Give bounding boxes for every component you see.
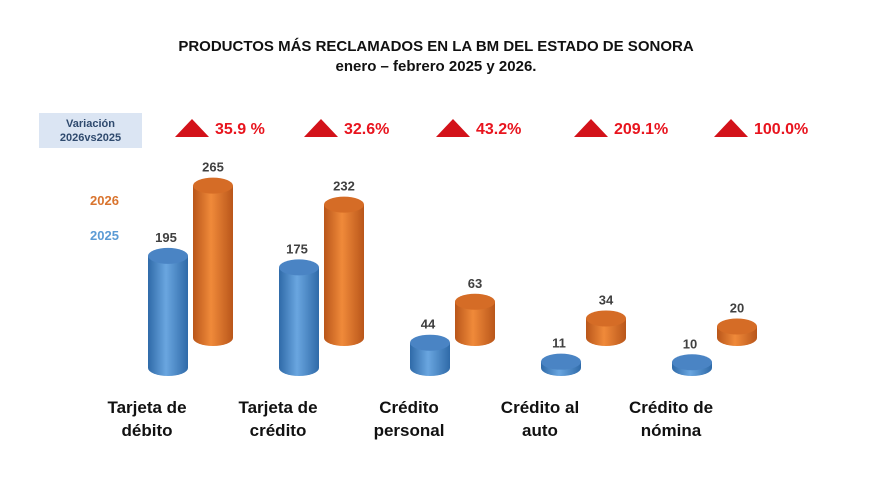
bar-2025 [541, 353, 581, 376]
data-label: 44 [421, 317, 436, 332]
data-label: 20 [730, 301, 744, 316]
category-label-line: Crédito [379, 398, 439, 417]
bar-2026 [455, 293, 495, 346]
variation-value: 32.6% [344, 121, 390, 138]
bar-2025 [279, 259, 319, 376]
legend-2025: 2025 [90, 228, 119, 243]
up-triangle-icon [574, 119, 608, 137]
category-label: Tarjeta de crédito [213, 396, 343, 442]
category-label-line: Crédito al [500, 398, 580, 417]
bar-2026 [717, 318, 757, 346]
category-label-line: personal [373, 421, 445, 440]
chart-subtitle: enero – febrero 2025 y 2026. [335, 58, 537, 75]
bar-2025 [672, 354, 712, 376]
bar-2026 [324, 196, 364, 346]
variation-value: 100.0% [754, 121, 809, 138]
legend-2026: 2026 [90, 193, 119, 208]
data-label: 232 [333, 179, 355, 194]
category-label-line: Tarjeta de [107, 398, 187, 417]
data-label: 10 [683, 336, 697, 351]
variation-value: 209.1% [614, 121, 669, 138]
up-triangle-icon [436, 119, 470, 137]
data-label: 175 [286, 241, 308, 256]
up-triangle-icon [304, 119, 338, 137]
bar-2026 [586, 310, 626, 346]
variation-label: Variación 2026vs2025 [39, 113, 142, 148]
data-label: 265 [202, 160, 224, 175]
category-label-line: Tarjeta de [238, 398, 318, 417]
category-label-line: Crédito de [628, 398, 714, 417]
category-label: Crédito de nómina [606, 396, 736, 442]
category-label: Crédito personal [344, 396, 474, 442]
category-label-line: crédito [249, 421, 307, 440]
variation-label-line: Variación [66, 118, 115, 130]
category-label-line: auto [522, 421, 558, 440]
category-label: Crédito al auto [475, 396, 605, 442]
category-label-line: nómina [640, 421, 702, 440]
variation-value: 43.2% [476, 121, 522, 138]
up-triangle-icon [175, 119, 209, 137]
variation-label-line: 2026vs2025 [59, 132, 122, 144]
bar-2025 [148, 247, 188, 376]
variation-value: 35.9 % [215, 121, 265, 138]
up-triangle-icon [714, 119, 748, 137]
data-label: 11 [552, 336, 566, 351]
data-label: 34 [599, 292, 614, 307]
bar-2025 [410, 334, 450, 376]
bar-2026 [193, 177, 233, 346]
chart-title: PRODUCTOS MÁS RECLAMADOS EN LA BM DEL ES… [178, 38, 694, 55]
data-label: 195 [155, 230, 177, 245]
data-label: 63 [468, 276, 482, 291]
category-label: Tarjeta de débito [82, 396, 212, 442]
category-label-line: débito [121, 421, 173, 440]
